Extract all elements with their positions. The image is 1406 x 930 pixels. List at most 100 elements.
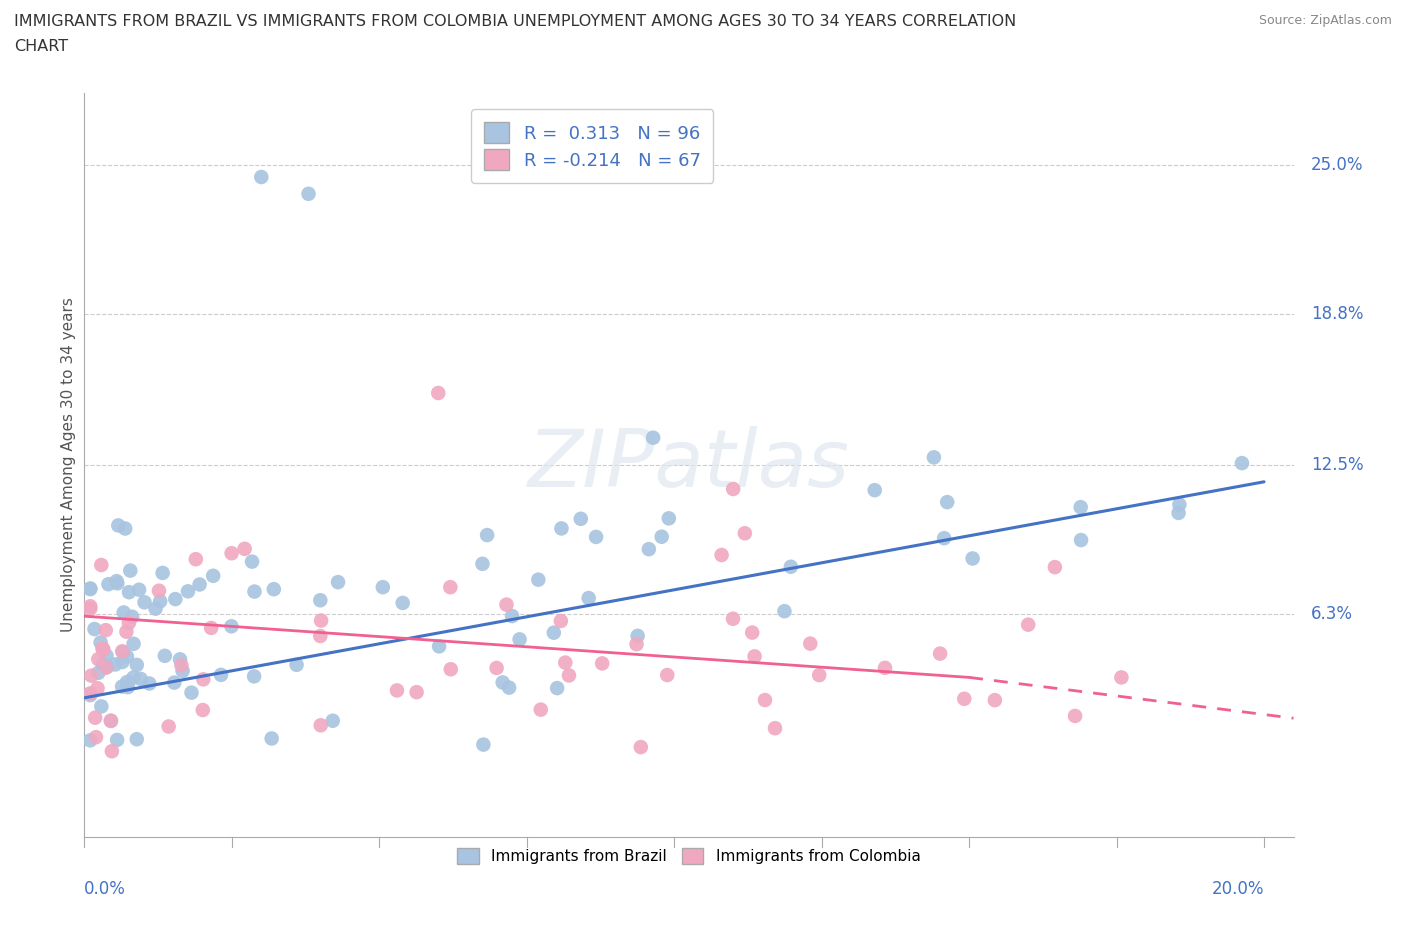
Point — [120, 564, 142, 578]
Point — [440, 662, 463, 677]
Text: 20.0%: 20.0% — [1212, 880, 1264, 898]
Point — [754, 693, 776, 708]
Point — [163, 675, 186, 690]
Point — [1070, 533, 1092, 548]
Point — [112, 605, 135, 620]
Text: 18.8%: 18.8% — [1312, 305, 1364, 323]
Point — [125, 732, 148, 747]
Point — [530, 702, 553, 717]
Text: IMMIGRANTS FROM BRAZIL VS IMMIGRANTS FROM COLOMBIA UNEMPLOYMENT AMONG AGES 30 TO: IMMIGRANTS FROM BRAZIL VS IMMIGRANTS FRO… — [14, 14, 1017, 29]
Point — [1017, 618, 1039, 632]
Point — [585, 529, 607, 544]
Point — [191, 702, 214, 717]
Point — [984, 693, 1007, 708]
Point — [79, 687, 101, 702]
Point — [96, 648, 118, 663]
Point — [1167, 506, 1189, 521]
Point — [128, 582, 150, 597]
Point — [202, 568, 225, 583]
Point — [184, 551, 207, 566]
Point — [405, 684, 427, 699]
Point — [112, 644, 135, 659]
Point — [439, 579, 461, 594]
Point — [498, 680, 520, 695]
Point — [763, 721, 786, 736]
Point — [630, 739, 652, 754]
Point — [554, 655, 576, 670]
Point — [83, 621, 105, 636]
Point — [243, 584, 266, 599]
Point — [91, 657, 114, 671]
Point — [105, 576, 128, 591]
Point — [863, 483, 886, 498]
Point — [322, 713, 344, 728]
Point — [148, 583, 170, 598]
Point — [100, 713, 122, 728]
Point — [1070, 499, 1092, 514]
Point — [744, 649, 766, 664]
Point — [773, 604, 796, 618]
Point — [193, 672, 215, 687]
Y-axis label: Unemployment Among Ages 30 to 34 years: Unemployment Among Ages 30 to 34 years — [60, 298, 76, 632]
Point — [117, 680, 139, 695]
Point — [97, 577, 120, 591]
Point — [578, 591, 600, 605]
Point — [107, 518, 129, 533]
Point — [105, 733, 128, 748]
Point — [643, 431, 665, 445]
Point — [240, 554, 263, 569]
Point — [427, 639, 450, 654]
Point — [118, 616, 141, 631]
Point — [929, 646, 952, 661]
Point — [475, 527, 498, 542]
Point — [177, 584, 200, 599]
Point — [1043, 560, 1066, 575]
Point — [86, 681, 108, 696]
Text: 12.5%: 12.5% — [1312, 456, 1364, 474]
Point — [94, 623, 117, 638]
Point — [114, 521, 136, 536]
Point — [129, 671, 152, 686]
Point — [90, 558, 112, 573]
Point — [122, 671, 145, 685]
Point — [94, 660, 117, 675]
Point — [149, 594, 172, 609]
Point — [221, 618, 243, 633]
Point — [188, 577, 211, 591]
Point — [569, 512, 592, 526]
Point — [93, 642, 115, 657]
Legend: Immigrants from Brazil, Immigrants from Colombia: Immigrants from Brazil, Immigrants from … — [451, 842, 927, 870]
Text: ZIPatlas: ZIPatlas — [527, 426, 851, 504]
Point — [485, 660, 508, 675]
Point — [200, 620, 222, 635]
Point — [1064, 709, 1087, 724]
Point — [172, 663, 194, 678]
Point — [122, 636, 145, 651]
Point — [558, 668, 581, 683]
Point — [90, 635, 112, 650]
Point — [121, 609, 143, 624]
Point — [115, 674, 138, 689]
Point — [87, 652, 110, 667]
Point — [546, 681, 568, 696]
Point — [134, 595, 156, 610]
Point — [962, 551, 984, 566]
Point — [779, 559, 801, 574]
Point — [637, 542, 659, 557]
Point — [250, 169, 273, 184]
Point — [741, 625, 763, 640]
Point — [91, 641, 114, 656]
Point — [1168, 498, 1191, 512]
Point — [721, 482, 744, 497]
Point — [263, 582, 285, 597]
Point — [297, 186, 319, 201]
Point — [79, 602, 101, 617]
Point — [953, 691, 976, 706]
Point — [84, 711, 107, 725]
Point — [472, 737, 495, 752]
Point — [657, 668, 679, 683]
Point — [243, 669, 266, 684]
Point — [90, 699, 112, 714]
Point — [138, 676, 160, 691]
Point — [165, 591, 187, 606]
